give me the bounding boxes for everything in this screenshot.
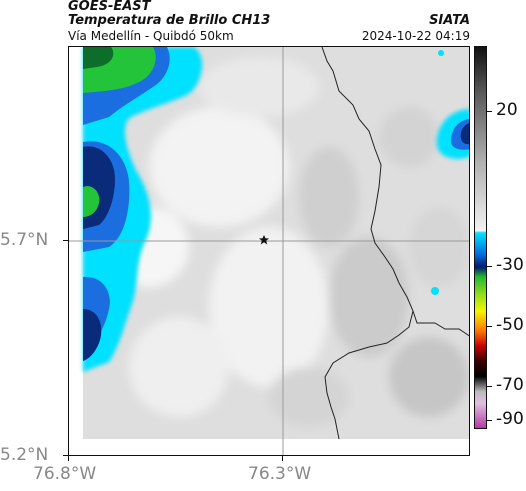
colorbar-tick-5 bbox=[487, 420, 492, 421]
y-tick-mark-2 bbox=[63, 455, 68, 456]
colorbar-tick-2 bbox=[487, 266, 492, 267]
organization-label: SIATA bbox=[429, 13, 470, 28]
timestamp-label: 2024-10-22 04:19 bbox=[361, 29, 470, 43]
subtitle-region: Vía Medellín - Quibdó 50km bbox=[68, 29, 234, 43]
x-tick-label-1: 76.8°W bbox=[33, 464, 97, 484]
y-tick-mark-1 bbox=[63, 240, 68, 241]
map-canvas bbox=[69, 47, 469, 455]
x-tick-label-2: 76.3°W bbox=[248, 464, 312, 484]
map-panel[interactable] bbox=[68, 46, 470, 456]
temperature-colorbar bbox=[474, 46, 487, 429]
boundary-line-north bbox=[321, 47, 469, 337]
x-tick-mark-2 bbox=[282, 456, 283, 461]
colorbar-gradient bbox=[475, 47, 486, 428]
colorbar-tick-1 bbox=[487, 111, 492, 112]
x-tick-mark-1 bbox=[68, 456, 69, 461]
star-icon bbox=[259, 235, 269, 245]
cold-cloud-tops-east bbox=[431, 50, 469, 295]
cold-cloud-tops-west bbox=[83, 47, 203, 372]
colorbar-label-3: -50 bbox=[496, 315, 524, 335]
cloud-texture bbox=[109, 57, 469, 427]
colorbar-tick-4 bbox=[487, 386, 492, 387]
title-product: Temperatura de Brillo CH13 bbox=[68, 13, 271, 28]
colorbar-label-1: 20 bbox=[496, 100, 518, 120]
colorbar-label-2: -30 bbox=[496, 255, 524, 275]
boundary-line-south bbox=[324, 310, 414, 440]
colorbar-label-4: -70 bbox=[496, 375, 524, 395]
colorbar-label-5: -90 bbox=[496, 409, 524, 429]
title-satellite: GOES-EAST bbox=[68, 0, 151, 14]
y-tick-label-1: 5.7°N bbox=[0, 230, 49, 250]
colorbar-tick-3 bbox=[487, 326, 492, 327]
y-tick-label-2: 5.2°N bbox=[0, 445, 49, 465]
